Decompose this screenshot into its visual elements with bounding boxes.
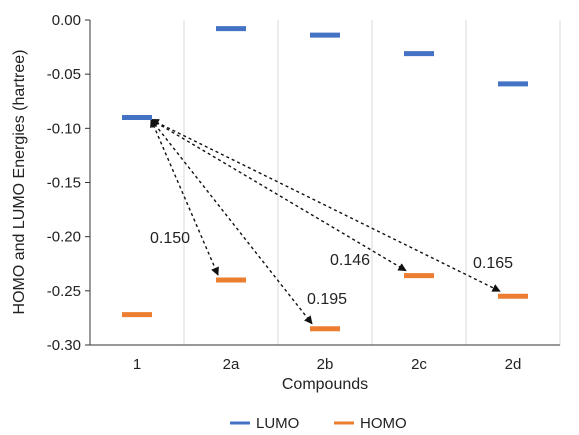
x-tick-label: 2d [505, 356, 522, 373]
y-tick-label: -0.30 [47, 337, 81, 354]
gap-arrow [150, 118, 501, 292]
y-tick-label: -0.10 [47, 120, 81, 137]
y-tick-label: 0.00 [52, 12, 81, 29]
gap-label: 0.165 [473, 255, 513, 272]
x-axis-title: Compounds [282, 376, 368, 393]
y-tick-label: -0.20 [47, 229, 81, 246]
legend: LUMO HOMO [230, 415, 407, 432]
y-axis-title: HOMO and LUMO Energies (hartree) [11, 50, 28, 315]
axes [85, 19, 560, 346]
x-tick-label: 2b [317, 356, 334, 373]
gap-label: 0.146 [330, 252, 370, 269]
legend-label-homo: HOMO [360, 415, 407, 432]
labels: 0.00 -0.05 -0.10 -0.15 -0.20 -0.25 -0.30 1 2a 2b 2… [47, 12, 522, 373]
gap-arrow [150, 118, 313, 325]
gap-label: 0.150 [150, 230, 190, 247]
gap-arrows [150, 118, 501, 325]
x-tick-label: 2c [411, 356, 427, 373]
y-tick-label: -0.05 [47, 66, 81, 83]
y-tick-label: -0.15 [47, 175, 81, 192]
x-tick-label: 1 [133, 356, 141, 373]
energy-level-marks [122, 26, 528, 332]
y-tick-label: -0.25 [47, 283, 81, 300]
gap-label: 0.195 [307, 291, 347, 308]
x-tick-label: 2a [223, 356, 240, 373]
legend-label-lumo: LUMO [256, 415, 299, 432]
